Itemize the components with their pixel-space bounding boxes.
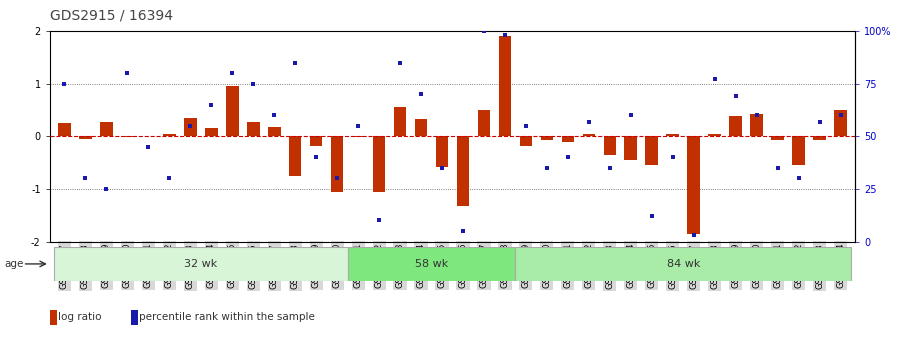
Bar bbox=[814, 136, 826, 140]
Point bbox=[687, 233, 701, 238]
Point bbox=[624, 112, 638, 118]
Point bbox=[330, 176, 345, 181]
Bar bbox=[289, 136, 301, 176]
Point bbox=[539, 165, 554, 171]
Bar bbox=[414, 119, 427, 136]
Bar bbox=[79, 136, 91, 139]
Text: age: age bbox=[5, 259, 24, 269]
Point bbox=[141, 144, 156, 150]
Text: log ratio: log ratio bbox=[58, 313, 101, 322]
Point bbox=[267, 112, 281, 118]
Bar bbox=[562, 136, 574, 141]
Point bbox=[78, 176, 92, 181]
Bar bbox=[709, 134, 721, 136]
Point bbox=[246, 81, 261, 86]
Bar bbox=[373, 136, 386, 191]
Bar bbox=[54, 247, 348, 281]
Point bbox=[183, 123, 197, 128]
Bar bbox=[58, 123, 71, 136]
Point bbox=[644, 214, 659, 219]
Bar bbox=[583, 134, 595, 136]
Point bbox=[477, 28, 491, 34]
Bar bbox=[645, 136, 658, 165]
Point bbox=[57, 81, 71, 86]
Point bbox=[100, 186, 114, 192]
Bar bbox=[247, 121, 260, 136]
Bar bbox=[688, 136, 700, 234]
Point bbox=[225, 70, 240, 76]
Point bbox=[603, 165, 617, 171]
Bar bbox=[205, 128, 217, 136]
Bar bbox=[604, 136, 616, 155]
Point bbox=[162, 176, 176, 181]
Text: GDS2915 / 16394: GDS2915 / 16394 bbox=[50, 8, 173, 22]
Point bbox=[665, 155, 680, 160]
Point bbox=[204, 102, 218, 107]
Bar bbox=[666, 134, 679, 136]
Point bbox=[560, 155, 575, 160]
Point bbox=[729, 93, 743, 99]
Point bbox=[309, 155, 323, 160]
Point bbox=[708, 77, 722, 82]
Bar bbox=[792, 136, 805, 165]
Point bbox=[351, 123, 366, 128]
Bar bbox=[50, 310, 56, 325]
Text: 58 wk: 58 wk bbox=[414, 259, 448, 269]
Point bbox=[120, 70, 135, 76]
Bar bbox=[100, 121, 113, 136]
Point bbox=[813, 119, 827, 124]
Bar bbox=[394, 107, 406, 136]
Bar bbox=[348, 247, 516, 281]
Bar bbox=[834, 110, 847, 136]
Text: 84 wk: 84 wk bbox=[667, 259, 700, 269]
Bar bbox=[352, 136, 365, 137]
Bar bbox=[131, 310, 138, 325]
Point bbox=[834, 112, 848, 118]
Bar bbox=[310, 136, 322, 146]
Bar bbox=[519, 136, 532, 146]
Bar bbox=[435, 136, 448, 167]
Bar bbox=[478, 110, 491, 136]
Point bbox=[372, 218, 386, 223]
Point bbox=[749, 112, 764, 118]
Bar bbox=[331, 136, 343, 191]
Bar bbox=[121, 136, 134, 137]
Bar bbox=[184, 118, 196, 136]
Point bbox=[791, 176, 805, 181]
Bar bbox=[624, 136, 637, 160]
Bar bbox=[540, 136, 553, 140]
Text: percentile rank within the sample: percentile rank within the sample bbox=[139, 313, 315, 322]
Point bbox=[434, 165, 449, 171]
Bar bbox=[499, 36, 511, 136]
Text: 32 wk: 32 wk bbox=[185, 259, 217, 269]
Point bbox=[582, 119, 596, 124]
Bar bbox=[457, 136, 470, 206]
Point bbox=[519, 123, 533, 128]
Bar bbox=[516, 247, 851, 281]
Point bbox=[770, 165, 785, 171]
Bar bbox=[163, 134, 176, 136]
Point bbox=[393, 60, 407, 65]
Bar bbox=[750, 114, 763, 136]
Bar bbox=[226, 86, 239, 136]
Bar bbox=[729, 116, 742, 136]
Point bbox=[498, 32, 512, 38]
Point bbox=[456, 228, 471, 234]
Point bbox=[288, 60, 302, 65]
Bar bbox=[268, 127, 281, 136]
Bar bbox=[771, 136, 784, 140]
Point bbox=[414, 91, 428, 97]
